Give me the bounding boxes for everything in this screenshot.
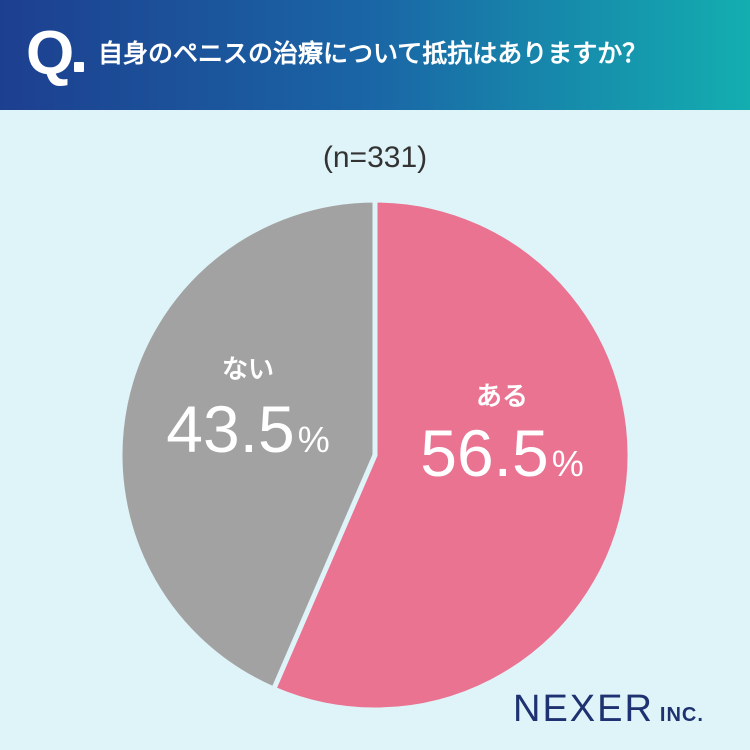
- sample-size: (n=331): [322, 141, 428, 174]
- slice-label: ない: [222, 355, 274, 385]
- pie-slice-nai: [117, 197, 378, 693]
- logo-sub: INC.: [659, 704, 704, 726]
- nexer-logo: NEXER INC.: [513, 688, 704, 731]
- header-banner: Q 自身のペニスの治療について抵抗はありますか？: [0, 0, 750, 110]
- slice-label: ある: [476, 382, 528, 412]
- q-mark: Q: [26, 19, 75, 88]
- pie-slice-aru: [270, 197, 633, 713]
- q-dot: [74, 62, 84, 72]
- logo-main: NEXER: [513, 688, 654, 730]
- question-title: 自身のペニスの治療について抵抗はありますか？: [98, 39, 648, 68]
- slice-value: 56.5%: [420, 416, 583, 490]
- slice-value: 43.5%: [166, 392, 329, 466]
